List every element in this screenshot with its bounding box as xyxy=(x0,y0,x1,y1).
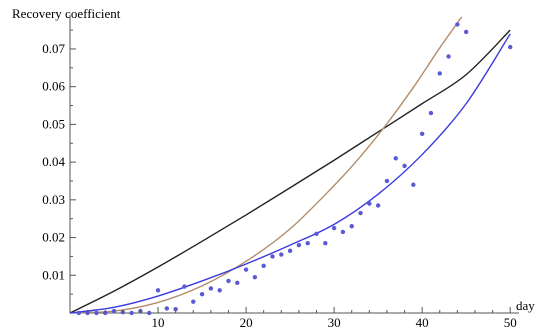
data-point xyxy=(208,286,214,291)
chart-ticks: 10 20 30 40 50 0.01 0.02 0.03 0.04 0.05 0.06 0.07 xyxy=(42,29,517,330)
data-point xyxy=(437,71,442,76)
data-point xyxy=(270,254,275,259)
data-point xyxy=(375,203,381,208)
data-point xyxy=(173,307,178,312)
data-point xyxy=(428,110,434,116)
data-point xyxy=(314,231,319,236)
data-point xyxy=(147,310,152,316)
x-tick-label: 10 xyxy=(152,315,165,330)
y-tick-label: 0.03 xyxy=(42,192,65,207)
data-point xyxy=(463,29,469,35)
data-point xyxy=(384,178,390,184)
y-tick-label: 0.06 xyxy=(42,79,65,94)
data-point xyxy=(455,22,460,27)
y-tick-label: 0.07 xyxy=(42,41,65,56)
data-point xyxy=(507,44,513,50)
data-point xyxy=(340,229,346,235)
chart-axes xyxy=(69,15,519,314)
data-point xyxy=(419,131,425,137)
x-tick-label: 20 xyxy=(240,315,253,330)
data-point xyxy=(261,263,266,269)
x-tick-label: 40 xyxy=(416,315,429,330)
data-point xyxy=(446,54,451,59)
x-tick-label: 50 xyxy=(504,315,517,330)
data-point xyxy=(252,274,258,280)
data-point xyxy=(358,210,363,216)
x-tick-label: 30 xyxy=(328,315,341,330)
x-axis-label: day xyxy=(516,298,535,313)
data-point xyxy=(182,284,187,289)
data-point xyxy=(155,288,161,293)
data-point xyxy=(129,310,134,316)
chart-points xyxy=(76,22,513,316)
series-line-2 xyxy=(69,16,463,314)
series-line-3 xyxy=(69,33,511,314)
data-point xyxy=(235,280,240,286)
data-point xyxy=(226,278,231,284)
y-tick-label: 0.04 xyxy=(42,154,65,169)
data-point xyxy=(305,241,310,246)
data-point xyxy=(331,225,337,231)
y-tick-label: 0.05 xyxy=(42,116,65,131)
data-point xyxy=(76,310,82,316)
data-point xyxy=(393,156,398,161)
y-axis-label: Recovery coefficient xyxy=(12,6,121,21)
data-point xyxy=(349,224,354,229)
y-tick-label: 0.02 xyxy=(42,230,65,245)
data-point xyxy=(411,182,416,187)
data-point xyxy=(323,241,328,246)
data-point xyxy=(243,267,249,272)
data-point xyxy=(402,163,407,169)
y-tick-label: 0.01 xyxy=(42,267,65,282)
data-point xyxy=(279,252,284,257)
data-point xyxy=(111,308,117,314)
chart-curves xyxy=(69,16,511,314)
data-point xyxy=(164,306,170,311)
data-point xyxy=(296,242,302,248)
data-point xyxy=(367,201,372,206)
data-point xyxy=(287,248,293,253)
data-point xyxy=(199,291,205,297)
series-line-1 xyxy=(69,29,511,314)
data-point xyxy=(217,288,222,293)
data-point xyxy=(191,299,196,304)
data-point xyxy=(94,310,99,316)
